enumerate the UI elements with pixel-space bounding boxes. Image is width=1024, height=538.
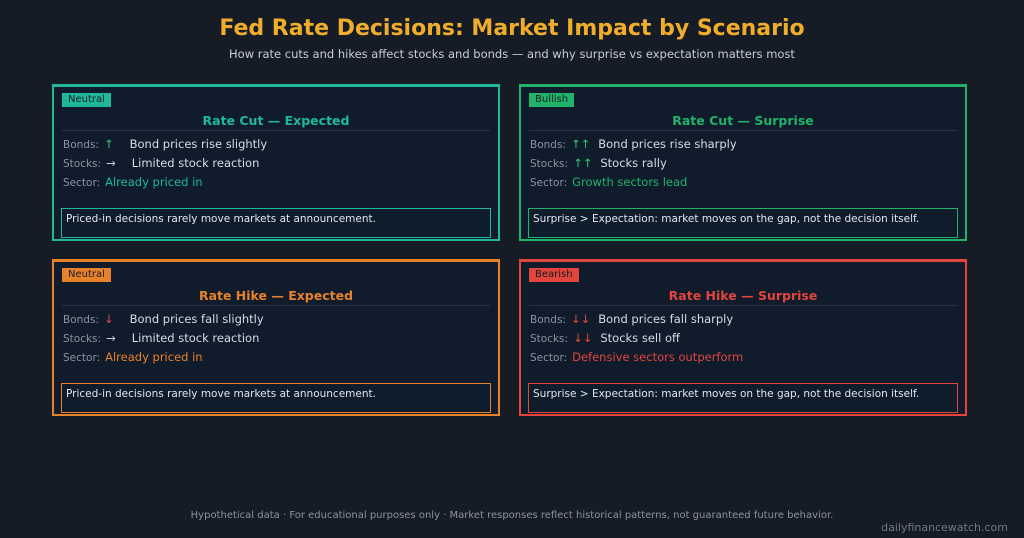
bonds-text: Bond prices rise sharply xyxy=(598,137,737,151)
footer-disclaimer: Hypothetical data · For educational purp… xyxy=(190,510,834,521)
stocks-arrow-icon: → xyxy=(106,331,116,345)
card-title: Rate Cut — Expected xyxy=(202,113,350,128)
note-box: Surprise > Expectation: market moves on … xyxy=(528,208,958,238)
note-box: Priced-in decisions rarely move markets … xyxy=(61,383,491,413)
sector-row: Sector: Already priced in xyxy=(63,349,203,365)
note-box: Priced-in decisions rarely move markets … xyxy=(61,208,491,238)
bonds-arrow-icon: ↓↓ xyxy=(570,312,591,326)
sector-row: Sector: Defensive sectors outperform xyxy=(530,349,743,365)
scenario-card-rate-cut-surprise: Bullish Rate Cut — Surprise Bonds: ↑↑ Bond… xyxy=(519,84,967,241)
sector-text: Growth sectors lead xyxy=(572,175,688,189)
stocks-label: Stocks: xyxy=(63,158,102,170)
stocks-row: Stocks: → Limited stock reaction xyxy=(63,155,259,171)
sector-text: Already priced in xyxy=(105,350,203,364)
bonds-label: Bonds: xyxy=(63,314,99,326)
stocks-label: Stocks: xyxy=(63,333,102,345)
divider xyxy=(529,305,957,306)
stocks-arrow-icon: ↑↑ xyxy=(573,156,593,170)
bonds-label: Bonds: xyxy=(63,139,99,151)
bonds-text: Bond prices fall sharply xyxy=(598,312,734,326)
stocks-text: Limited stock reaction xyxy=(131,331,260,345)
bonds-arrow-icon: ↑↑ xyxy=(570,137,591,151)
stocks-arrow-icon: → xyxy=(106,156,116,170)
sector-label: Sector: xyxy=(530,352,568,364)
stocks-text: Stocks rally xyxy=(600,156,667,170)
stocks-label: Stocks: xyxy=(530,158,569,170)
sector-row: Sector: Growth sectors lead xyxy=(530,174,687,190)
card-title: Rate Hike — Surprise xyxy=(668,288,818,303)
page-title: Fed Rate Decisions: Market Impact by Sce… xyxy=(219,16,805,41)
sector-row: Sector: Already priced in xyxy=(63,174,203,190)
bonds-arrow-icon: ↓ xyxy=(103,312,114,326)
sector-label: Sector: xyxy=(63,177,101,189)
bonds-row: Bonds: ↑ Bond prices rise slightly xyxy=(63,136,267,152)
stocks-label: Stocks: xyxy=(530,333,569,345)
bonds-text: Bond prices rise slightly xyxy=(129,137,268,151)
bonds-row: Bonds: ↓↓ Bond prices fall sharply xyxy=(530,311,733,327)
sector-text: Defensive sectors outperform xyxy=(572,350,744,364)
card-title: Rate Hike — Expected xyxy=(198,288,354,303)
status-badge: Bearish xyxy=(529,268,579,282)
status-badge: Neutral xyxy=(62,93,111,107)
stocks-text: Limited stock reaction xyxy=(131,156,260,170)
scenario-card-rate-hike-surprise: Bearish Rate Hike — Surprise Bonds: ↓↓ Bon… xyxy=(519,259,967,416)
note-box: Surprise > Expectation: market moves on … xyxy=(528,383,958,413)
bonds-label: Bonds: xyxy=(530,314,566,326)
card-title: Rate Cut — Surprise xyxy=(672,113,814,128)
page-subtitle: How rate cuts and hikes affect stocks an… xyxy=(229,47,795,61)
bonds-row: Bonds: ↑↑ Bond prices rise sharply xyxy=(530,136,737,152)
bonds-row: Bonds: ↓ Bond prices fall slightly xyxy=(63,311,264,327)
bonds-arrow-icon: ↑ xyxy=(103,137,114,151)
stocks-row: Stocks: ↑↑ Stocks rally xyxy=(530,155,667,171)
scenario-card-rate-cut-expected: Neutral Rate Cut — Expected Bonds: ↑ Bond … xyxy=(52,84,500,241)
sector-text: Already priced in xyxy=(105,175,203,189)
divider xyxy=(529,130,957,131)
divider xyxy=(62,130,490,131)
stocks-arrow-icon: ↓↓ xyxy=(573,331,593,345)
stocks-row: Stocks: → Limited stock reaction xyxy=(63,330,259,346)
divider xyxy=(62,305,490,306)
bonds-label: Bonds: xyxy=(530,139,566,151)
status-badge: Neutral xyxy=(62,268,111,282)
bonds-text: Bond prices fall slightly xyxy=(129,312,264,326)
status-badge: Bullish xyxy=(529,93,575,107)
sector-label: Sector: xyxy=(63,352,101,364)
sector-label: Sector: xyxy=(530,177,568,189)
stocks-row: Stocks: ↓↓ Stocks sell off xyxy=(530,330,680,346)
stocks-text: Stocks sell off xyxy=(600,331,680,345)
source-link[interactable]: dailyfinancewatch.com xyxy=(881,521,1008,534)
scenario-card-rate-hike-expected: Neutral Rate Hike — Expected Bonds: ↓ Bond… xyxy=(52,259,500,416)
